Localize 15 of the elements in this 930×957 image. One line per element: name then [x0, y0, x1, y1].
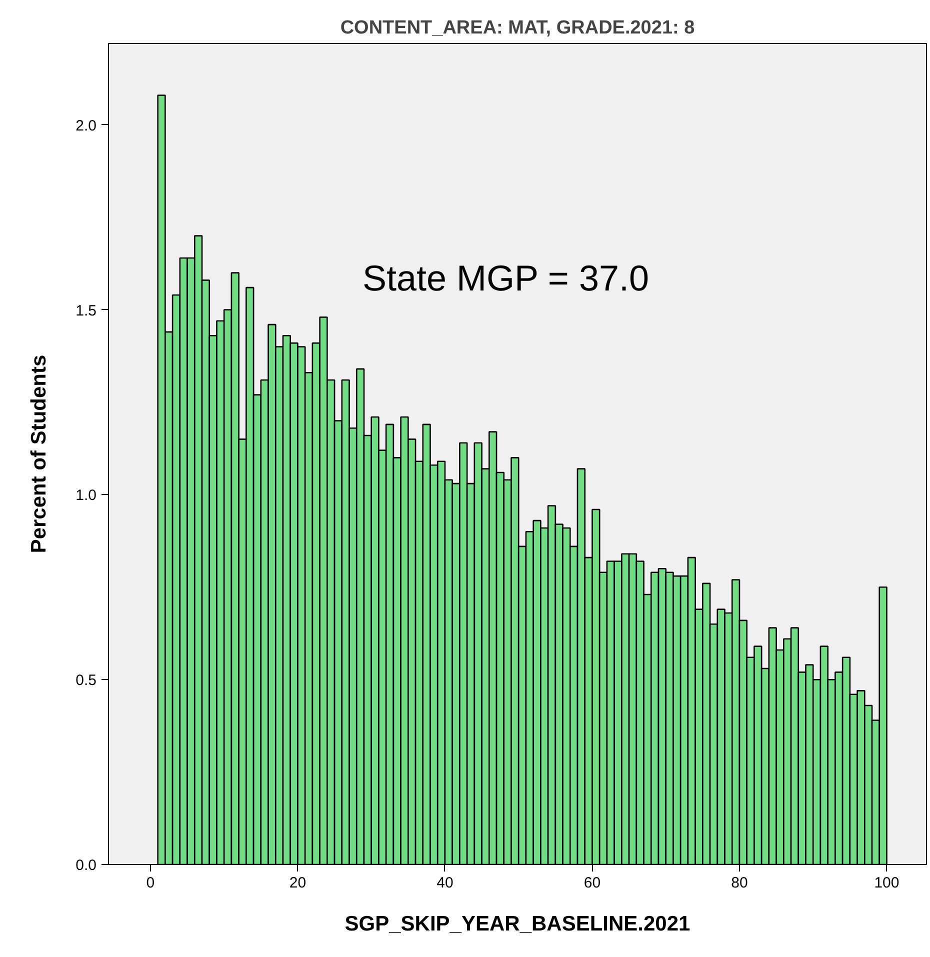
- y-tick-label: 1.0: [76, 487, 97, 504]
- y-axis-title: Percent of Students: [28, 354, 51, 554]
- x-tick-label: 100: [874, 874, 900, 892]
- y-tick-label: 0.5: [76, 672, 97, 690]
- y-tick-label: 1.5: [76, 302, 97, 320]
- x-tick-label: 40: [436, 874, 454, 892]
- x-tick-label: 0: [146, 874, 155, 892]
- annotation: State MGP = 37.0: [362, 258, 650, 298]
- x-tick-label: 60: [584, 874, 601, 892]
- x-axis-title: SGP_SKIP_YEAR_BASELINE.2021: [344, 912, 691, 936]
- x-tick-label: 80: [731, 874, 748, 892]
- y-tick-label: 0.0: [76, 857, 97, 874]
- y-tick-label: 2.0: [76, 117, 97, 134]
- chart-title: CONTENT_AREA: MAT, GRADE.2021: 8: [340, 18, 695, 38]
- x-tick-label: 20: [289, 874, 306, 892]
